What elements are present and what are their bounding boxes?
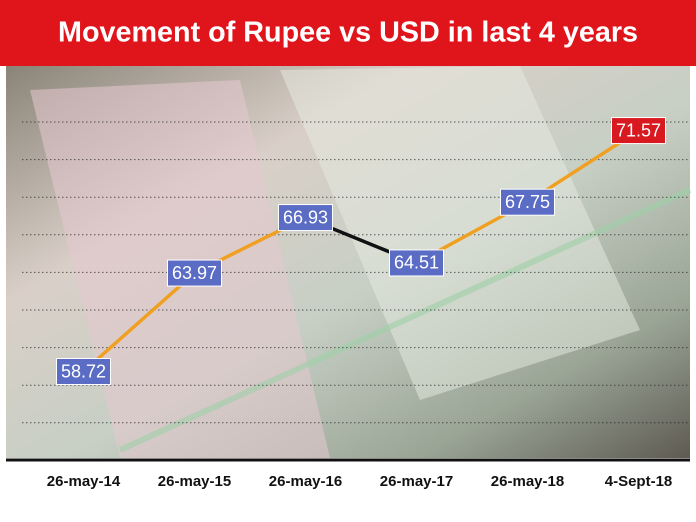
value-label: 67.75 — [505, 192, 550, 212]
value-label: 63.97 — [172, 263, 217, 283]
x-tick-label: 26-may-14 — [47, 473, 121, 490]
value-label: 71.57 — [616, 120, 661, 140]
value-label: 64.51 — [394, 253, 439, 273]
glass-edge — [118, 187, 692, 453]
x-tick-label: 26-may-18 — [491, 473, 564, 490]
banknote — [280, 66, 640, 400]
chart-title: Movement of Rupee vs USD in last 4 years — [58, 17, 638, 49]
x-tick-label: 4-Sept-18 — [605, 473, 673, 490]
value-label-box — [56, 358, 111, 385]
grid — [22, 121, 690, 424]
value-label-box — [611, 117, 666, 145]
value-label-box — [500, 188, 555, 216]
x-tick-label: 26-may-17 — [380, 473, 453, 490]
line-segment — [81, 271, 197, 374]
value-label-box — [389, 249, 444, 277]
value-label-box — [278, 204, 333, 232]
x-tick-label: 26-may-15 — [158, 473, 231, 490]
value-label-box — [167, 259, 222, 287]
value-label: 66.93 — [283, 207, 328, 227]
value-label: 58.72 — [61, 361, 106, 381]
x-tick-label: 26-may-16 — [269, 473, 342, 490]
title-bar — [0, 0, 696, 66]
